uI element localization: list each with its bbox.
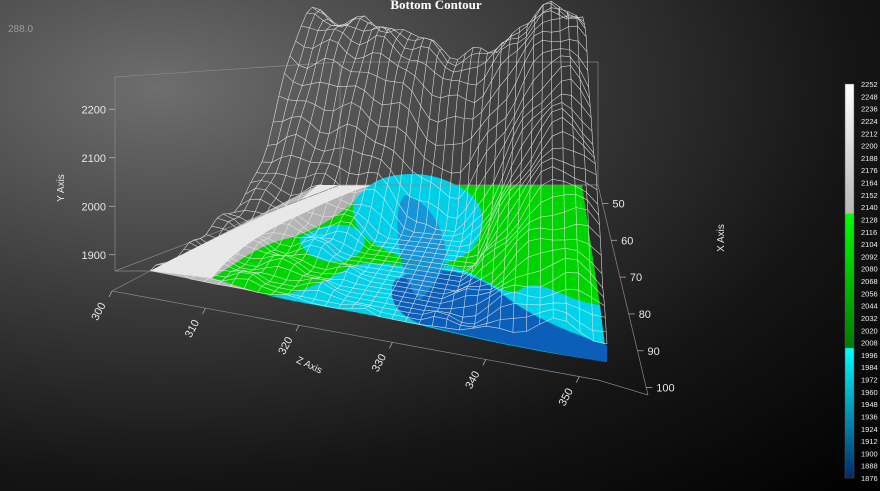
mesh-line-v xyxy=(250,102,593,243)
mesh-line-v xyxy=(312,2,583,67)
legend-label: 1900 xyxy=(861,449,878,458)
legend-label: 2152 xyxy=(861,191,878,200)
y-tick-label: 2000 xyxy=(82,201,106,213)
mesh-line-v xyxy=(306,0,584,73)
y-tick-label: 2100 xyxy=(82,153,106,165)
legend-label: 2020 xyxy=(861,326,878,335)
legend-label: 1912 xyxy=(861,437,878,446)
legend-label: 2176 xyxy=(861,166,878,175)
z-tick-mark xyxy=(482,359,487,366)
mesh-line-v xyxy=(317,10,583,60)
mesh-line-v xyxy=(172,256,604,309)
legend-label: 2032 xyxy=(861,314,878,323)
y-tick-label: 1900 xyxy=(82,250,106,262)
mesh-line-v xyxy=(301,7,585,86)
mesh-line-v xyxy=(295,15,586,103)
chart-title: Bottom Contour xyxy=(390,0,482,12)
legend-label: 1936 xyxy=(861,412,878,421)
floor-deep-blue xyxy=(391,270,607,362)
mesh-line-v xyxy=(267,65,590,219)
legend-label: 1984 xyxy=(861,363,878,372)
legend-label: 2116 xyxy=(861,228,877,237)
floor-cyan-bay xyxy=(300,224,365,263)
legend-band xyxy=(845,84,854,214)
mesh-line-v xyxy=(222,157,597,268)
mesh-line-v xyxy=(217,166,598,273)
z-tick-mark xyxy=(295,325,300,332)
legend-label: 2140 xyxy=(861,203,878,212)
legend-label: 1948 xyxy=(861,400,878,409)
x-axis-label: X Axis xyxy=(716,224,727,252)
mesh-line-v xyxy=(289,25,587,123)
z-tick-mark xyxy=(202,307,206,315)
wireframe-surface xyxy=(149,0,608,345)
legend-label: 2248 xyxy=(861,92,878,101)
mesh-line-v xyxy=(200,207,600,287)
z-tick-mark xyxy=(389,342,393,349)
legend-label: 2200 xyxy=(861,142,878,151)
legend-bar xyxy=(844,83,855,479)
x-tick-label: 100 xyxy=(656,383,674,395)
legend-label: 2080 xyxy=(861,265,878,274)
z-tick-mark xyxy=(108,290,113,298)
legend-label: 2252 xyxy=(861,80,878,89)
legend-label: 2212 xyxy=(861,129,878,138)
fps-readout: 288.0 xyxy=(8,24,34,35)
mesh-line-v xyxy=(183,247,603,300)
legend-label: 1876 xyxy=(861,474,878,483)
legend-band xyxy=(845,213,854,349)
legend-label: 1888 xyxy=(861,462,878,471)
legend-label: 1972 xyxy=(861,376,878,385)
mesh-line-v xyxy=(261,78,591,232)
x-tick-label: 70 xyxy=(630,272,642,284)
x-tick-label: 90 xyxy=(647,346,659,358)
z-tick-mark xyxy=(575,376,580,383)
x-tick-label: 60 xyxy=(621,235,633,247)
mesh-line-v xyxy=(233,131,595,258)
legend-label: 2236 xyxy=(861,105,878,114)
mesh-line-v xyxy=(284,39,588,146)
legend-label: 2092 xyxy=(861,252,878,261)
legend-label: 2188 xyxy=(861,154,878,163)
mesh-line-v xyxy=(155,262,607,332)
legend-label: 2128 xyxy=(861,215,878,224)
legend-label: 2008 xyxy=(861,339,878,348)
mesh-line-v xyxy=(211,178,599,278)
mesh-line-v xyxy=(177,250,604,304)
mesh-line-v xyxy=(205,193,599,282)
mesh-line-v xyxy=(149,266,608,345)
legend-label: 1924 xyxy=(861,425,878,434)
mesh-line-v xyxy=(239,117,594,253)
legend-labels: 2252 2248 2236 2224 2212 2200 2188 2176 2164 2152… xyxy=(861,80,878,483)
legend-label: 2224 xyxy=(861,117,878,126)
legend-label: 2164 xyxy=(861,179,878,188)
mesh-line-v xyxy=(228,147,596,264)
legend-label: 1996 xyxy=(861,351,878,360)
legend-label: 2068 xyxy=(861,277,878,286)
x-tick-label: 50 xyxy=(612,198,624,210)
x-tick-label: 80 xyxy=(639,309,651,321)
legend-frame xyxy=(844,83,855,479)
mesh-line-v xyxy=(278,48,589,174)
mesh-line-v xyxy=(161,263,606,325)
legend-label: 2056 xyxy=(861,289,878,298)
legend-label: 2044 xyxy=(861,302,878,311)
legend-label: 1960 xyxy=(861,388,878,397)
legend-label: 2104 xyxy=(861,240,878,249)
mesh-line-v xyxy=(194,223,601,292)
mesh-line-v xyxy=(245,108,594,247)
legend-band xyxy=(845,348,854,478)
y-axis-label: Y Axis xyxy=(56,174,67,202)
mesh-line-v xyxy=(256,93,592,237)
y-tick-label: 2200 xyxy=(82,104,106,116)
mesh-line-v xyxy=(189,238,602,295)
mesh-line-v xyxy=(273,55,589,200)
